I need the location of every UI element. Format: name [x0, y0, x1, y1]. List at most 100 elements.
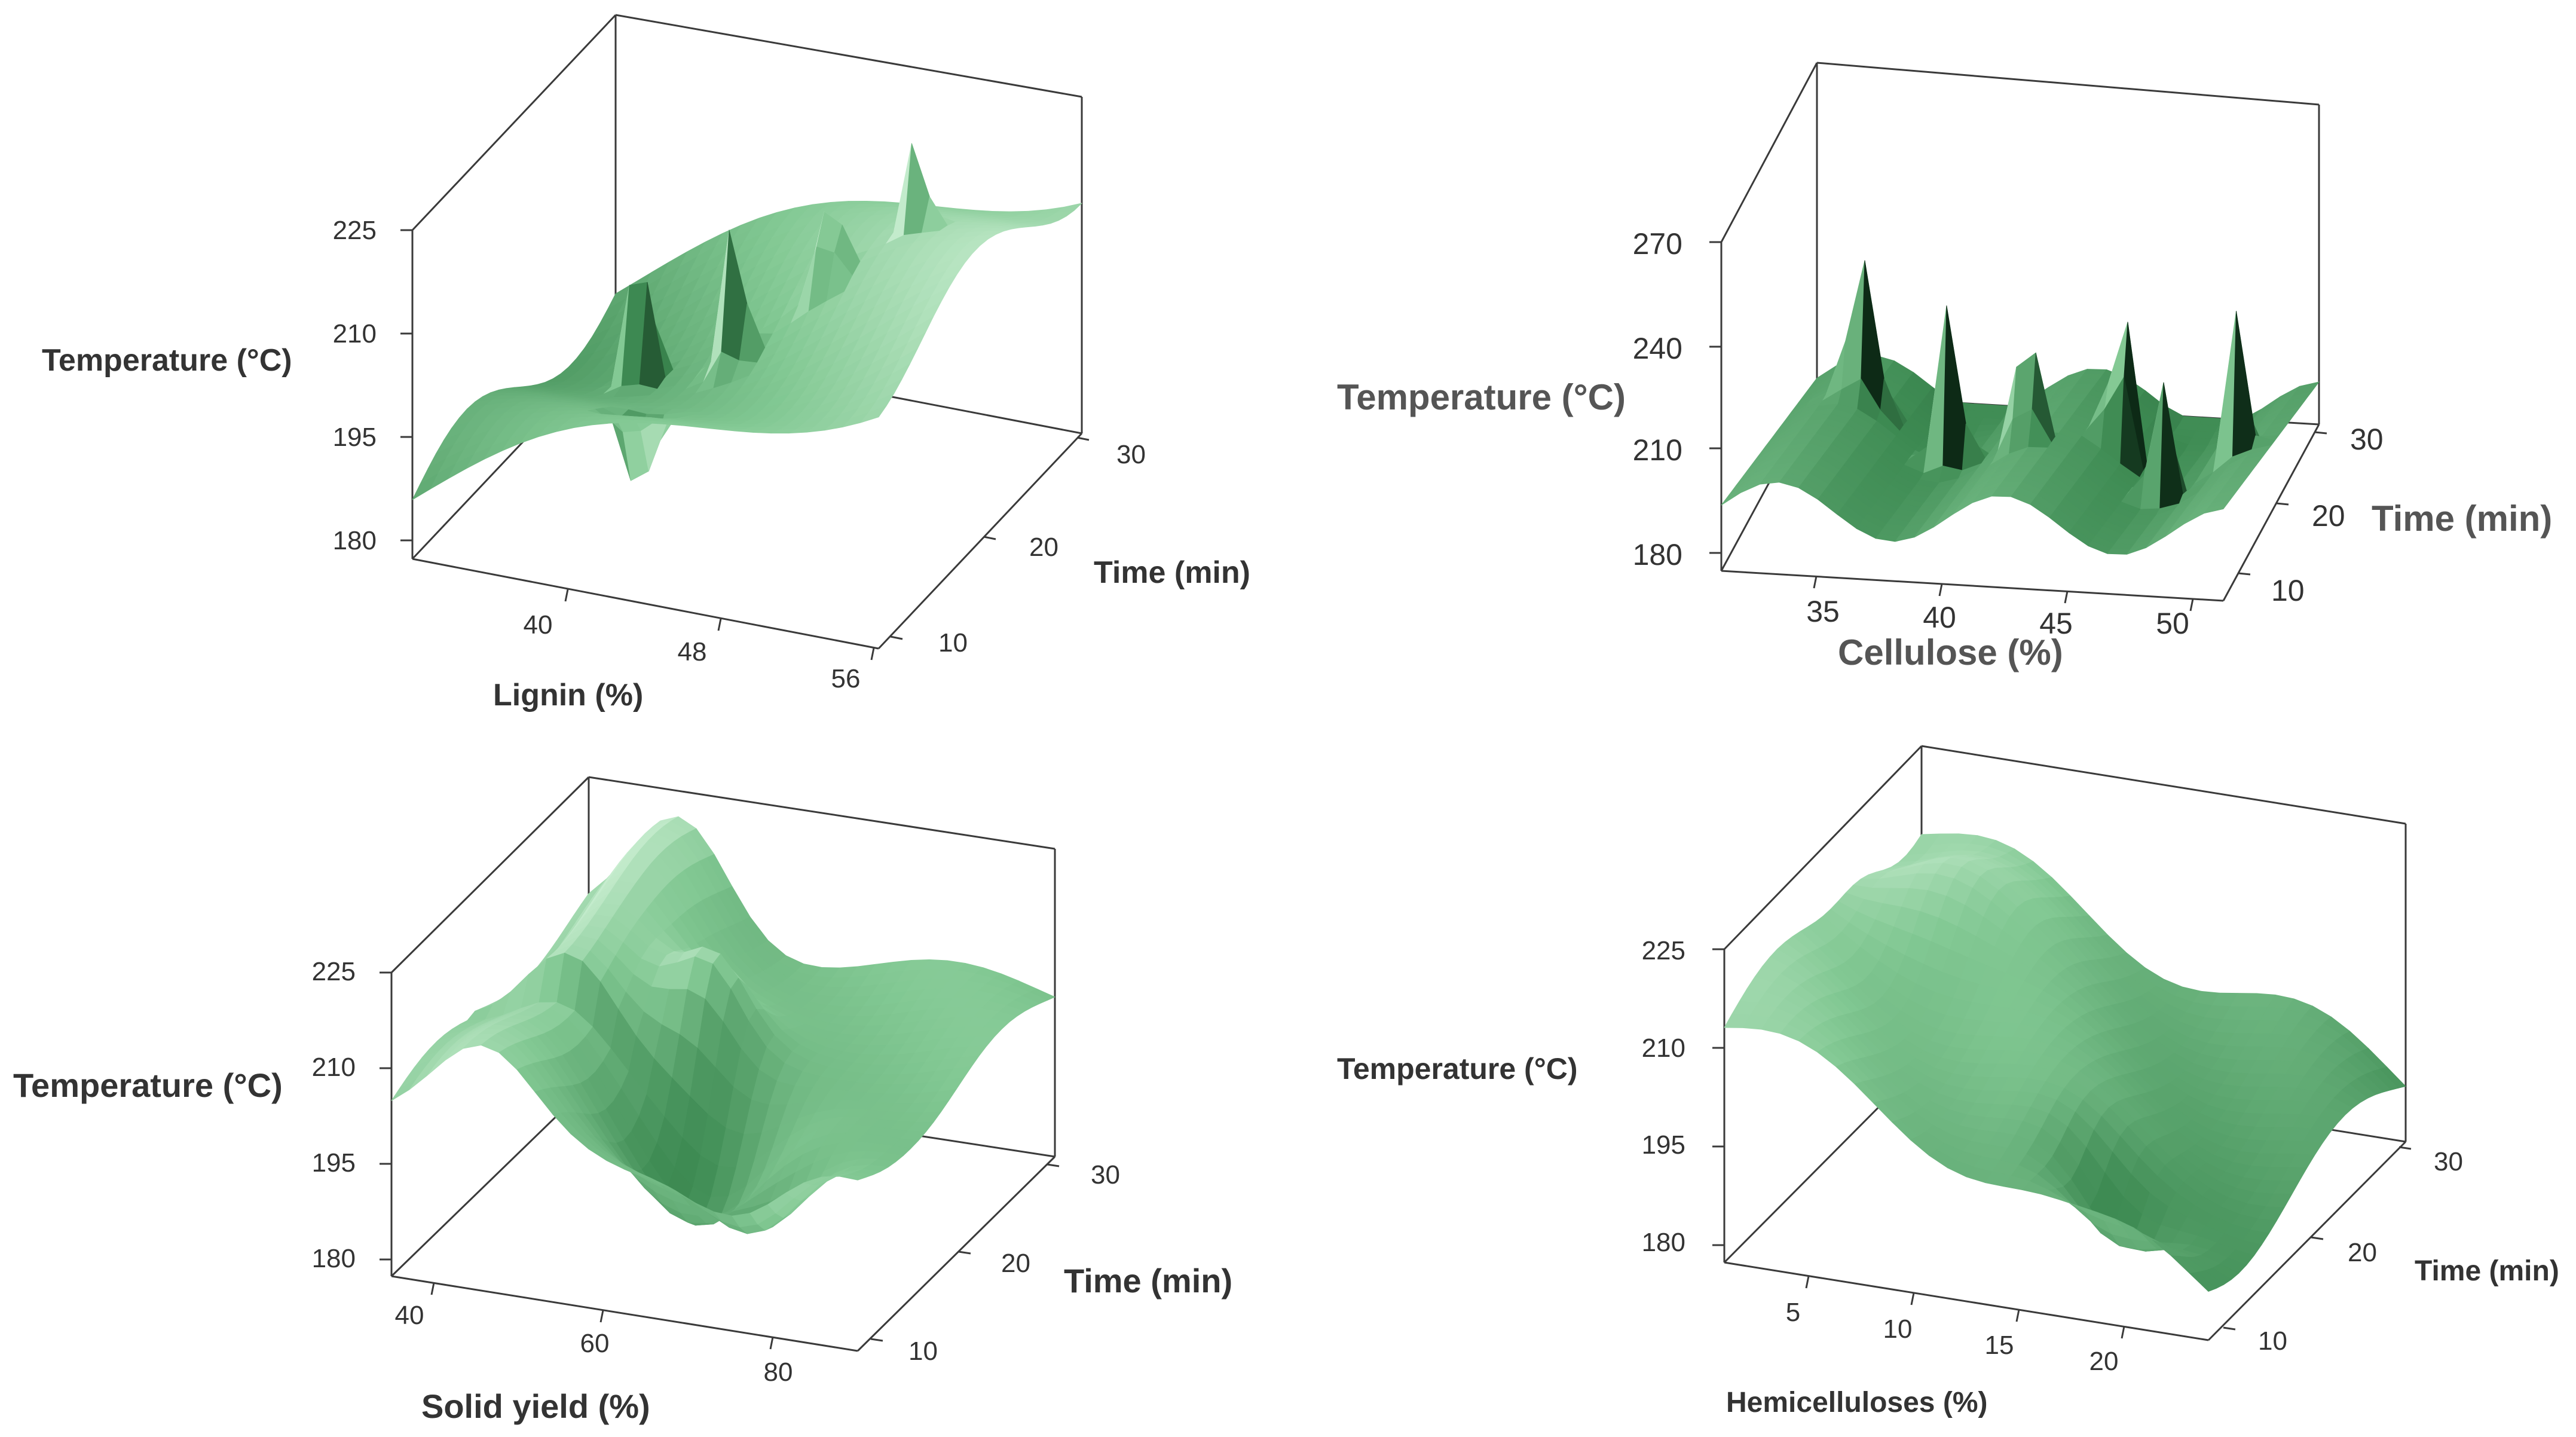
surface-patch: [2133, 514, 2157, 521]
z-tick-label: 210: [1642, 1034, 1685, 1063]
z-axis-label: Temperature (°C): [1337, 377, 1626, 417]
y-tick-label: 30: [2434, 1147, 2463, 1176]
surface-patch: [2118, 534, 2142, 540]
y-tick-label: 30: [1091, 1160, 1120, 1190]
z-tick-label: 210: [333, 319, 377, 348]
x-axis-ticks: 40 48 56: [524, 589, 875, 693]
surface-patch: [2024, 447, 2048, 453]
x-tick-label: 60: [580, 1329, 610, 1358]
surface-patch: [2180, 451, 2205, 457]
z-axis-label: Temperature (°C): [42, 343, 292, 378]
surface-patch: [2107, 548, 2131, 555]
x-tick-label: 40: [395, 1301, 424, 1330]
z-tick-label: 180: [1633, 538, 1682, 571]
lignin-surface-plot: 225 210 195 180 40 48 56 10 20 30 Temper…: [42, 14, 1250, 713]
y-tick-label: 30: [2350, 423, 2384, 456]
surface-patch: [860, 405, 887, 423]
surface-patch: [2177, 455, 2201, 462]
surface-patch: [2110, 543, 2135, 550]
z-tick-label: 210: [312, 1053, 356, 1082]
lignin-temperature-surface: [412, 143, 1082, 500]
z-tick-label: 180: [333, 526, 377, 555]
y-tick-label: 10: [2258, 1326, 2287, 1356]
y-axis-ticks: 10 20 30: [870, 1160, 1120, 1366]
x-tick-label: 56: [831, 664, 861, 693]
x-axis-label: Hemicelluloses (%): [1726, 1387, 1987, 1418]
cellulose-surface-plot: 270 240 210 180 35 40 45 50 10 20 30 Tem…: [1337, 62, 2552, 672]
surface-patch: [2050, 412, 2074, 419]
y-tick-label: 20: [2312, 499, 2345, 533]
x-axis-label: Cellulose (%): [1838, 632, 2063, 672]
y-axis-ticks: 10 20 30: [890, 436, 1146, 658]
hemicelluloses-surface-plot: 225 210 195 180 5 10 15 20 10 20 30 Temp…: [1337, 745, 2559, 1418]
z-tick-label: 195: [333, 423, 377, 452]
surface-patch: [2136, 508, 2161, 516]
surface-patch: [2232, 311, 2256, 457]
surface-patch: [2009, 466, 2033, 473]
z-axis-label: Temperature (°C): [1337, 1052, 1577, 1086]
y-axis-label: Time (min): [1064, 1262, 1232, 1300]
z-tick-label: 240: [1633, 332, 1682, 365]
x-axis-label: Lignin (%): [493, 678, 643, 713]
z-axis-label: Temperature (°C): [13, 1066, 283, 1104]
surface-patch: [1991, 491, 2015, 497]
surface-patch: [1942, 305, 1966, 471]
y-tick-label: 30: [1116, 440, 1146, 469]
x-tick-label: 48: [678, 637, 707, 666]
surface-patch: [2013, 461, 2037, 468]
x-tick-label: 50: [2156, 607, 2189, 640]
x-tick-label: 35: [1806, 595, 1840, 628]
z-tick-label: 225: [312, 957, 356, 986]
surface-patch: [2006, 471, 2030, 478]
y-axis-label: Time (min): [2415, 1255, 2559, 1287]
y-tick-label: 10: [2271, 574, 2305, 607]
solid-yield-surface-plot: 225 210 195 180 40 60 80 10 20 30 Temper…: [13, 776, 1232, 1425]
surface-patch: [2122, 529, 2146, 536]
y-tick-label: 10: [938, 628, 968, 658]
surface-patch: [2069, 388, 2092, 395]
x-tick-label: 40: [524, 610, 553, 640]
surface-patch: [2115, 539, 2138, 545]
axis-box: [1720, 62, 2320, 602]
z-tick-label: 225: [1642, 936, 1685, 965]
z-axis-ticks: 225 210 195 180: [333, 216, 412, 555]
x-tick-label: 10: [1883, 1314, 1913, 1344]
y-axis-label: Time (min): [2372, 499, 2552, 539]
z-axis-ticks: 270 240 210 180: [1633, 227, 1721, 571]
surface-patch: [2125, 524, 2149, 530]
surface-patch: [1999, 481, 2023, 488]
cellulose-temperature-surface: [1721, 260, 2320, 555]
surface-patch: [2054, 408, 2078, 414]
y-tick-label: 10: [908, 1337, 938, 1366]
surface-patch: [2072, 383, 2096, 390]
surface-patch: [2184, 444, 2208, 452]
y-axis-ticks: 10 20 30: [2223, 1146, 2463, 1356]
hemicelluloses-temperature-surface: [1724, 833, 2406, 1292]
surface-patch: [2002, 476, 2026, 482]
x-axis-label: Solid yield (%): [421, 1387, 650, 1425]
x-tick-label: 5: [1786, 1298, 1800, 1327]
surface-patch: [2057, 403, 2081, 409]
surface-patch: [2129, 519, 2153, 525]
surface-patch: [2204, 503, 2228, 514]
z-tick-label: 195: [1642, 1130, 1685, 1160]
surface-patch: [1995, 486, 2019, 493]
z-tick-label: 225: [333, 216, 377, 245]
surface-patch: [2189, 1271, 2217, 1292]
solid-yield-temperature-surface: [391, 816, 1056, 1234]
z-tick-label: 195: [312, 1148, 356, 1178]
z-tick-label: 180: [1642, 1228, 1685, 1257]
y-axis-ticks: 10 20 30: [2238, 423, 2384, 607]
x-tick-label: 20: [2089, 1347, 2119, 1376]
y-tick-label: 20: [1029, 533, 1058, 562]
axis-box: [390, 776, 1056, 1352]
surface-patch: [2017, 457, 2041, 463]
y-tick-label: 20: [2348, 1238, 2377, 1267]
x-axis-ticks: 40 60 80: [395, 1282, 793, 1387]
x-tick-label: 15: [1985, 1331, 2014, 1360]
surface-patch: [2061, 398, 2085, 405]
surface-patch: [2064, 393, 2089, 399]
y-axis-label: Time (min): [1094, 555, 1250, 590]
y-tick-label: 20: [1001, 1249, 1030, 1278]
